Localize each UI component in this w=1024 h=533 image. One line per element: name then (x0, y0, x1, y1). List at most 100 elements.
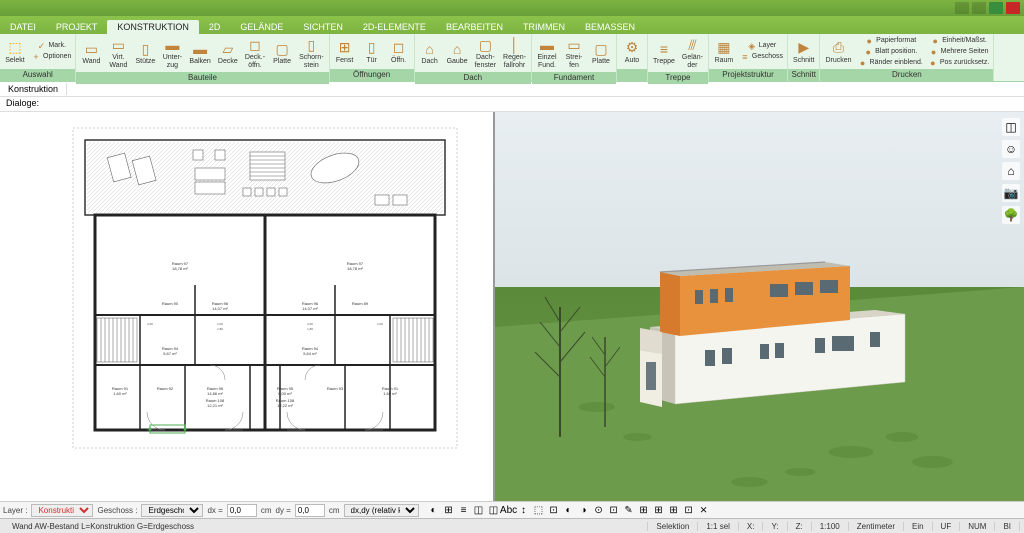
min-btn[interactable] (955, 2, 969, 14)
tab-gelaende[interactable]: GELÄNDE (230, 20, 293, 34)
status-z: Z: (788, 522, 812, 531)
geschoss-select[interactable]: Erdgeschos (141, 504, 203, 517)
stuetze-button[interactable]: ▯Stütze (132, 39, 158, 67)
3d-view-pane[interactable]: ◫ ☺ ⌂ 📷 🌳 (495, 112, 1024, 501)
platte-button[interactable]: ▢Platte (269, 39, 295, 67)
floorplan-drawing: Raum 9718,78 m²Raum 9718,78 m²Raum 90Rau… (65, 120, 465, 485)
bottom-tool-4[interactable]: ◫ (487, 503, 501, 517)
3d-side-tools: ◫ ☺ ⌂ 📷 🌳 (1002, 118, 1022, 224)
schornstein-button[interactable]: ▯Schorn-stein (296, 35, 327, 71)
geschoss-button[interactable]: ≡Geschoss (738, 52, 785, 63)
drucken-button[interactable]: ⎙Drucken (822, 38, 854, 66)
decke-button[interactable]: ▱Decke (215, 39, 241, 67)
gaube-button[interactable]: ⌂Gaube (444, 39, 471, 67)
oeffn-button[interactable]: ◻Öffn. (386, 38, 412, 66)
auto-button[interactable]: ⚙Auto (619, 38, 645, 66)
regenfallrohr-button[interactable]: │Regen-fallrohr (500, 35, 529, 71)
tab-projekt[interactable]: PROJEKT (46, 20, 108, 34)
bottom-tool-14[interactable]: ⊞ (637, 503, 651, 517)
bottom-tool-12[interactable]: ⊡ (607, 503, 621, 517)
dx-input[interactable] (227, 504, 257, 517)
main-area: Raum 9718,78 m²Raum 9718,78 m²Raum 90Rau… (0, 112, 1024, 501)
tab-konstruktion[interactable]: KONSTRUKTION (107, 20, 199, 34)
max-btn[interactable] (972, 2, 986, 14)
help-btn[interactable] (989, 2, 1003, 14)
subtab-konstruktion[interactable]: Konstruktion (0, 83, 67, 95)
dy-input[interactable] (295, 504, 325, 517)
optionen-icon: + (31, 52, 41, 62)
einheitmasst-button[interactable]: ●Einheit/Maßst. (926, 35, 991, 46)
tab-2d[interactable]: 2D (199, 20, 231, 34)
decke-icon: ▱ (219, 40, 237, 58)
bottom-tool-8[interactable]: ⊡ (547, 503, 561, 517)
tuer-button[interactable]: ▯Tür (359, 38, 385, 66)
layer-button[interactable]: ◈Layer (738, 41, 785, 52)
papierformat-icon: ● (864, 36, 874, 46)
floorplan-pane[interactable]: Raum 9718,78 m²Raum 9718,78 m²Raum 90Rau… (0, 112, 495, 501)
bottom-tool-17[interactable]: ⊡ (682, 503, 696, 517)
streifen-button[interactable]: ▭Strei-fen (561, 35, 587, 71)
virtwand-icon: ▭ (109, 36, 127, 54)
balken-button[interactable]: ▬Balken (186, 39, 213, 67)
svg-text:Raum 89: Raum 89 (352, 301, 369, 306)
mark-button[interactable]: ✓Mark. (29, 41, 73, 52)
virtwand-button[interactable]: ▭Virt.Wand (105, 35, 131, 71)
blattposition-button[interactable]: ●Blatt position. (856, 46, 925, 57)
tab-trimmen[interactable]: TRIMMEN (513, 20, 575, 34)
status-bar: Wand AW-Bestand L=Konstruktion G=Erdgesc… (0, 518, 1024, 533)
bottom-tool-11[interactable]: ⊙ (592, 503, 606, 517)
dialog-row: Dialoge: (0, 97, 1024, 112)
bottom-tool-2[interactable]: ≡ (457, 503, 471, 517)
3d-tool-camera[interactable]: 📷 (1002, 184, 1020, 202)
bottom-tool-0[interactable]: ◐ (427, 503, 441, 517)
gelaender-icon: ⫻ (683, 36, 701, 54)
bottom-tool-18[interactable]: ⨯ (697, 503, 711, 517)
deckoeffn-button[interactable]: ◻Deck.-öffn. (242, 35, 268, 71)
optionen-button[interactable]: +Optionen (29, 52, 73, 63)
raendereinbl-button[interactable]: ●Ränder einblend. (856, 57, 925, 68)
fenst-button[interactable]: ⊞Fenst (332, 38, 358, 66)
tab-2delemente[interactable]: 2D-ELEMENTE (353, 20, 436, 34)
3d-tool-person[interactable]: ☺ (1002, 140, 1020, 158)
tab-datei[interactable]: DATEI (0, 20, 46, 34)
bottom-tool-16[interactable]: ⊞ (667, 503, 681, 517)
status-bl: BI (995, 522, 1020, 531)
einzelfund-button[interactable]: ▬EinzelFund. (534, 35, 560, 71)
tab-bearbeiten[interactable]: BEARBEITEN (436, 20, 513, 34)
tab-bemassen[interactable]: BEMASSEN (575, 20, 645, 34)
bottom-tool-3[interactable]: ◫ (472, 503, 486, 517)
oeffn-icon: ◻ (390, 39, 408, 57)
bottom-tool-9[interactable]: ◐ (562, 503, 576, 517)
selekt-button[interactable]: ⬚Selekt (2, 38, 28, 66)
poszuruck-button[interactable]: ●Pos zurücksetz. (926, 57, 991, 68)
3d-tool-house3d[interactable]: ⌂ (1002, 162, 1020, 180)
layer-select[interactable]: Konstruktio (31, 504, 93, 517)
svg-text:Raum 90: Raum 90 (162, 301, 179, 306)
bottom-tool-15[interactable]: ⊞ (652, 503, 666, 517)
unterzug-button[interactable]: ▬Unter-zug (159, 35, 185, 71)
bottom-tool-7[interactable]: ⬚ (532, 503, 546, 517)
bottom-tool-1[interactable]: ⊞ (442, 503, 456, 517)
papierformat-button[interactable]: ●Papierformat (856, 35, 925, 46)
wand-button[interactable]: ▭Wand (78, 39, 104, 67)
3d-tool-tree[interactable]: 🌳 (1002, 206, 1020, 224)
raum-button[interactable]: ▦Raum (711, 38, 737, 66)
close-btn[interactable] (1006, 2, 1020, 14)
tab-sichten[interactable]: SICHTEN (293, 20, 353, 34)
bottom-tool-13[interactable]: ✎ (622, 503, 636, 517)
platte2-button[interactable]: ▢Platte (588, 39, 614, 67)
treppe-button[interactable]: ≡Treppe (650, 39, 678, 67)
svg-text:12,21 m²: 12,21 m² (207, 403, 223, 408)
bottom-tool-6[interactable]: ↕ (517, 503, 531, 517)
schnitt-button[interactable]: ▶Schnitt (790, 38, 817, 66)
svg-text:12,22 m²: 12,22 m² (277, 403, 293, 408)
mehrereseiten-button[interactable]: ●Mehrere Seiten (926, 46, 991, 57)
dachfenster-button[interactable]: ▢Dach-fenster (472, 35, 499, 71)
3d-tool-cube[interactable]: ◫ (1002, 118, 1020, 136)
selekt-icon: ⬚ (6, 39, 24, 57)
bottom-tool-10[interactable]: ◑ (577, 503, 591, 517)
bottom-tool-5[interactable]: Abc (502, 503, 516, 517)
gelaender-button[interactable]: ⫻Gelän-der (679, 35, 706, 71)
dxdy-mode[interactable]: dx,dy (relativ ka (344, 504, 419, 517)
dach-button[interactable]: ⌂Dach (417, 39, 443, 67)
